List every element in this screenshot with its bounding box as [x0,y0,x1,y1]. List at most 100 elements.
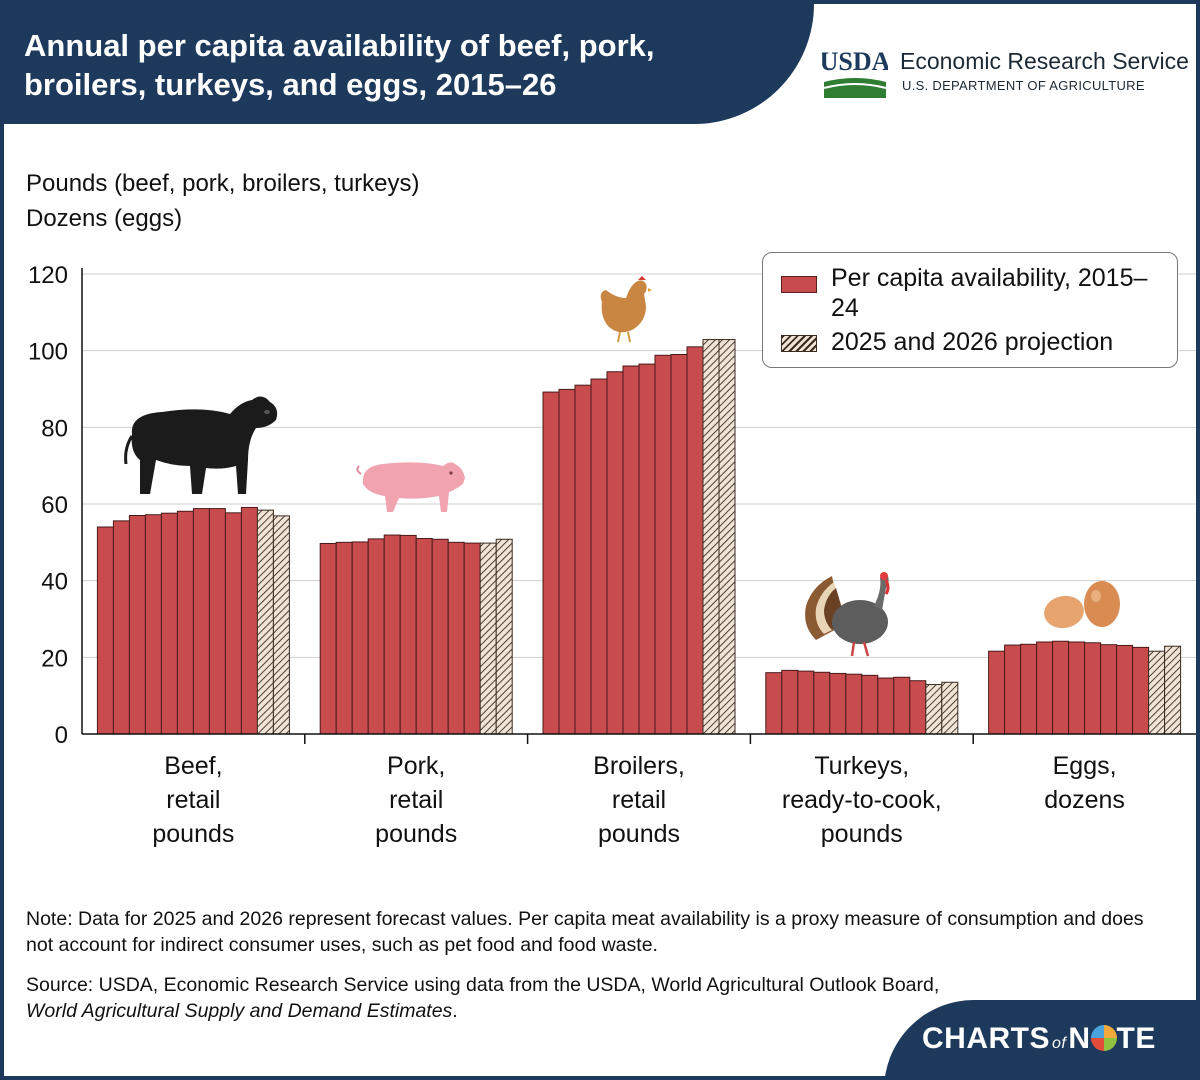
bar-2017 [351,541,369,735]
bar-2019 [160,512,178,735]
bar-2016 [112,520,130,735]
brand-of: of [1052,1035,1067,1052]
source-text: Source: USDA, Economic Research Service … [26,974,940,996]
projection-bar-2025 [1148,650,1166,735]
y-tick-label: 60 [41,492,68,519]
category-label: pounds [375,820,457,848]
projection-bar-2025 [479,542,497,735]
bar-2015 [319,542,337,735]
category-label: ready-to-cook, [782,786,942,814]
brand-n: N [1068,1022,1091,1055]
projection-bar-2026 [272,515,290,735]
bar-2023 [670,354,688,735]
bar-2016 [558,388,576,735]
header: Annual per capita availability of beef, … [4,4,1196,124]
projection-bar-2025 [925,684,943,735]
y-tick-label: 0 [55,722,68,749]
bar-2023 [224,512,242,735]
bar-2018 [367,538,385,735]
bar-2024 [463,542,481,735]
bar-2024 [686,346,704,735]
legend-swatch-actual [781,276,817,293]
bar-2019 [829,672,847,735]
agency-logo: USDA Economic Research Service U.S. DEPA… [822,46,1196,106]
agency-department: U.S. DEPARTMENT OF AGRICULTURE [902,78,1145,93]
category-label: retail [389,786,443,814]
bar-2020 [845,673,863,735]
cow-icon [124,396,278,494]
bar-2023 [893,676,911,735]
category-label: Broilers, [593,752,685,780]
bar-2022 [654,354,672,735]
projection-bar-2025 [256,509,274,735]
eggs-icon [1044,581,1120,629]
source-suffix: . [452,1000,458,1022]
pie-chart-icon [1090,1025,1117,1051]
brand-te: TE [1116,1022,1156,1055]
bar-2017 [797,670,815,735]
y-tick-label: 100 [28,339,68,366]
bar-2021 [861,674,879,735]
agency-name: Economic Research Service [900,48,1189,74]
chicken-icon [600,276,652,343]
bar-2021 [415,538,433,735]
category-label: Beef, [164,752,222,780]
bar-2022 [431,538,449,735]
category-label: pounds [821,820,903,848]
projection-bar-2025 [702,339,720,735]
category-label: pounds [598,820,680,848]
legend-label-projection: 2025 and 2026 projection [831,328,1114,356]
y-tick-label: 120 [28,262,68,289]
category-label: pounds [152,820,234,848]
projection-bar-2026 [1164,645,1182,735]
chart-legend: Per capita availability, 2015–24 2025 an… [762,252,1178,368]
bar-2024 [1132,646,1150,735]
category-label: Pork, [387,752,445,780]
bar-2020 [399,534,417,735]
projection-bar-2026 [718,339,736,735]
bar-2019 [383,534,401,735]
bar-2020 [176,510,194,735]
unit-label-dozens: Dozens (eggs) [26,205,183,232]
bar-2018 [144,514,162,735]
bar-2020 [622,365,640,735]
chart-title: Annual per capita availability of beef, … [24,28,655,102]
usda-logo-text: USDA [822,47,888,76]
bar-2022 [877,677,895,735]
bar-2024 [240,506,258,735]
bar-2017 [574,384,592,735]
unit-label-pounds: Pounds (beef, pork, broilers, turkeys) [26,170,420,197]
bar-2018 [590,378,608,735]
bar-2024 [909,680,927,735]
bar-2019 [606,371,624,735]
bar-2018 [1036,641,1054,735]
bar-2022 [1100,644,1118,735]
bar-2015 [96,526,114,735]
projection-bar-2026 [941,681,959,735]
brand-left: CHARTS [922,1022,1050,1055]
bar-2021 [1084,642,1102,735]
category-label: retail [612,786,666,814]
title-banner [4,4,814,124]
bar-2015 [542,391,560,735]
chart-source: Source: USDA, Economic Research Service … [26,972,1176,1024]
bar-2022 [208,508,226,735]
usda-logo-icon: USDA [822,47,888,98]
y-tick-label: 80 [41,415,68,442]
chart-frame: Annual per capita availability of beef, … [4,4,1196,1076]
bar-2015 [988,650,1006,735]
pig-icon [356,462,465,512]
bar-2016 [335,541,353,735]
bar-2017 [1020,643,1038,735]
bar-2023 [1116,644,1134,735]
category-label: Eggs, [1053,752,1117,780]
charts-of-note-brand: CHARTS ofN TE [922,1022,1156,1056]
legend-label-actual: Per capita availability, 2015–24 [831,263,1161,323]
bar-2021 [638,363,656,735]
chart-note: Note: Data for 2025 and 2026 represent f… [26,908,1144,956]
category-label: dozens [1044,786,1125,814]
footer-banner [884,1000,1196,1076]
bar-2023 [447,541,465,735]
turkey-icon [805,572,890,657]
category-label: Turkeys, [814,752,909,780]
